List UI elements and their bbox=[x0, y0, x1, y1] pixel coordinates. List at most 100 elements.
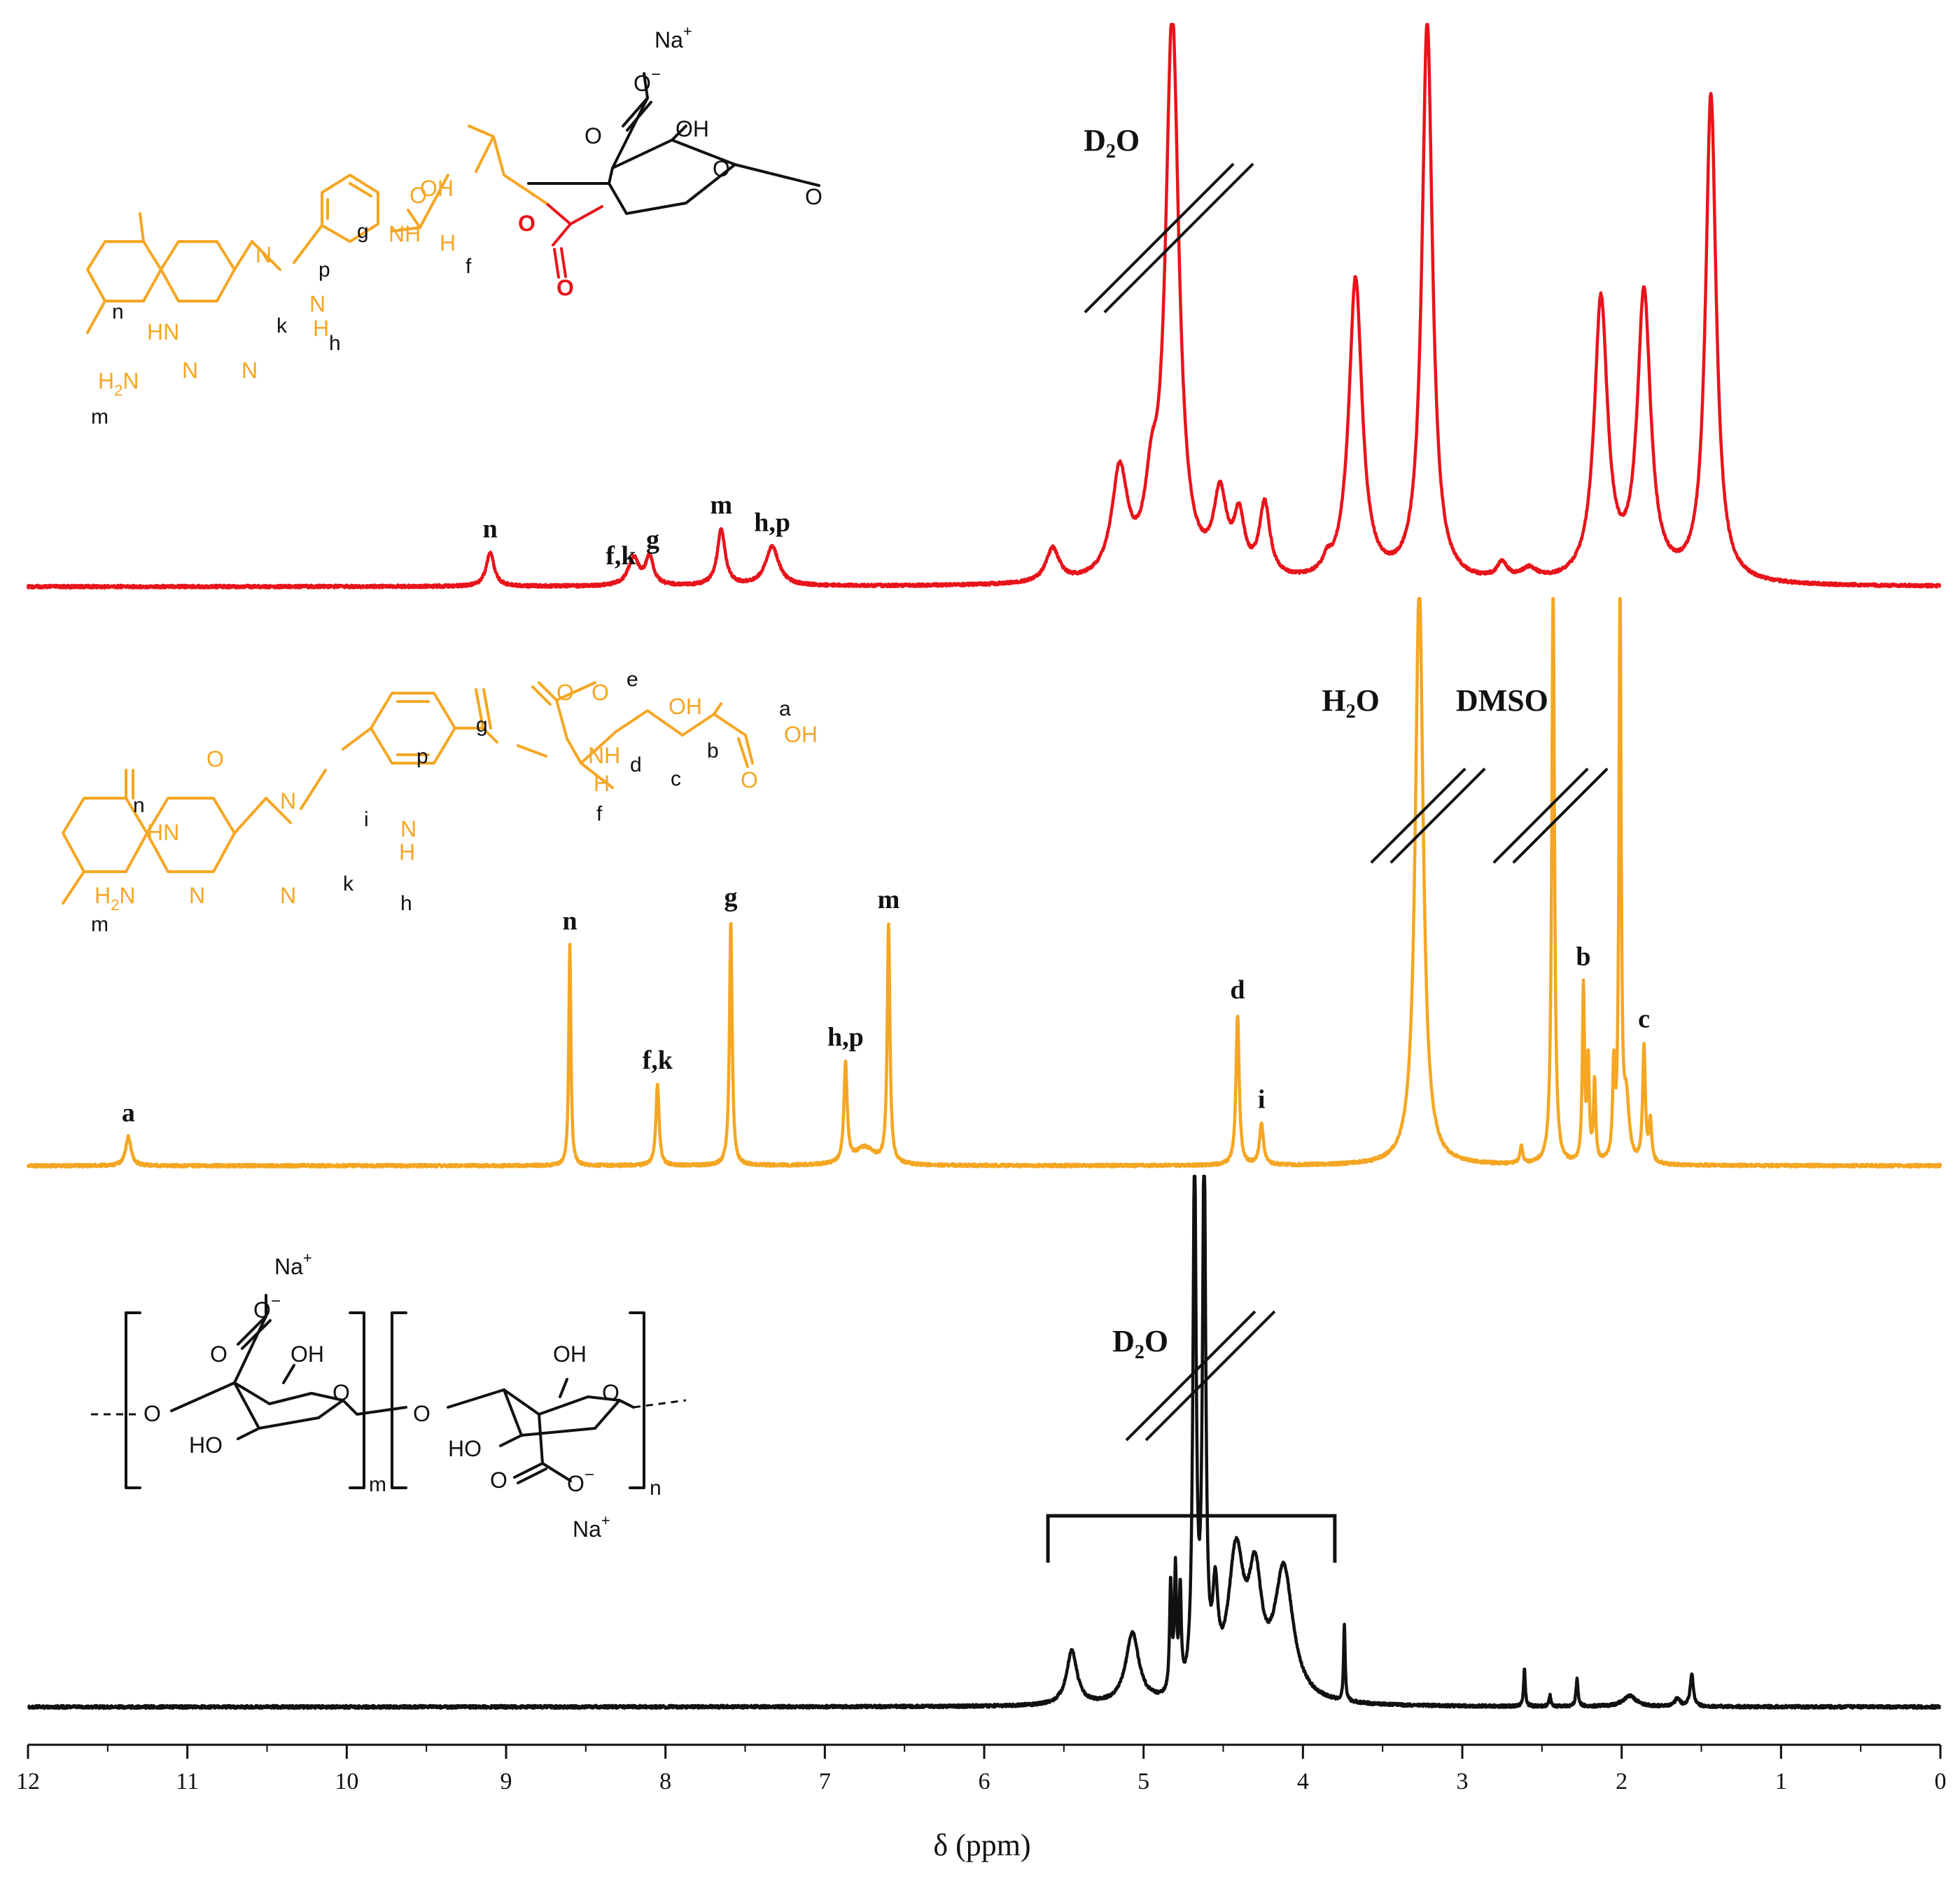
svg-text:O: O bbox=[592, 680, 609, 705]
svg-text:f: f bbox=[465, 255, 472, 278]
spectrum-line-2 bbox=[26, 597, 1942, 1169]
peak-label-1-5: h,p bbox=[754, 508, 790, 537]
svg-text:H2N: H2N bbox=[94, 883, 135, 914]
peak-label-1-4: m bbox=[710, 491, 732, 520]
svg-text:O: O bbox=[741, 767, 758, 793]
svg-text:N: N bbox=[280, 788, 296, 814]
svg-text:HO: HO bbox=[448, 1436, 482, 1461]
x-tick-label-9: 9 bbox=[500, 1769, 512, 1794]
break-mark-4-2 bbox=[1144, 1310, 1276, 1442]
svg-text:O: O bbox=[556, 275, 574, 300]
svg-text:g: g bbox=[476, 713, 488, 737]
svg-text:O: O bbox=[210, 1341, 227, 1367]
spectrum-line-1 bbox=[26, 22, 1942, 590]
solvent-label-dmso-3: DMSO bbox=[1456, 683, 1548, 718]
solvent-label-h2o-2: H2O bbox=[1322, 683, 1379, 723]
svg-text:N: N bbox=[182, 358, 198, 383]
svg-text:b: b bbox=[707, 739, 719, 762]
x-axis: 12 11 10 9 8 7 6 5 4 3 2 1 0 bbox=[16, 1743, 1947, 1794]
x-axis-title: δ (ppm) bbox=[933, 1828, 1030, 1862]
peak-label-2-9: b bbox=[1576, 942, 1590, 971]
svg-text:i: i bbox=[364, 808, 369, 831]
svg-text:g: g bbox=[357, 220, 369, 243]
svg-text:N: N bbox=[189, 883, 205, 908]
peak-label-2-6: m bbox=[878, 885, 900, 914]
x-tick-label-12: 12 bbox=[16, 1769, 40, 1794]
peak-label-1-2: f,k bbox=[606, 541, 636, 571]
peak-label-2-8: i bbox=[1258, 1085, 1266, 1115]
x-tick-label-5: 5 bbox=[1138, 1769, 1149, 1794]
svg-text:N: N bbox=[400, 816, 416, 842]
structure-folate-alginate-conjugate: Na+ O− O OH O O O O OH bbox=[86, 22, 822, 428]
sodium-label: Na+ bbox=[654, 22, 692, 53]
spectra-group bbox=[26, 22, 1942, 1710]
svg-text:O: O bbox=[332, 1380, 350, 1405]
svg-text:O: O bbox=[206, 746, 224, 772]
break-mark-2-1 bbox=[1370, 767, 1466, 864]
peak-label-2-10: c bbox=[1638, 1004, 1650, 1033]
svg-text:k: k bbox=[276, 314, 288, 337]
x-tick-label-6: 6 bbox=[979, 1769, 990, 1794]
svg-text:h: h bbox=[329, 332, 341, 355]
structure-alginate bbox=[91, 1294, 687, 1489]
svg-text:OH: OH bbox=[676, 116, 709, 141]
svg-text:O: O bbox=[413, 1401, 430, 1426]
svg-text:O−: O− bbox=[634, 65, 661, 96]
x-tick-label-8: 8 bbox=[659, 1769, 671, 1794]
x-tick-label-1: 1 bbox=[1775, 1769, 1787, 1794]
svg-text:NH: NH bbox=[588, 743, 620, 768]
svg-text:H2N: H2N bbox=[98, 368, 139, 399]
x-tick-label-7: 7 bbox=[819, 1769, 831, 1794]
svg-text:O: O bbox=[602, 1380, 620, 1405]
svg-text:O−: O− bbox=[567, 1465, 594, 1496]
svg-text:OH: OH bbox=[784, 722, 818, 747]
solvent-label-d2o-4: D2O bbox=[1112, 1324, 1168, 1363]
peak-label-2-1: a bbox=[122, 1099, 135, 1128]
svg-text:HO: HO bbox=[189, 1433, 223, 1458]
svg-text:H: H bbox=[594, 771, 610, 796]
svg-text:m: m bbox=[369, 1473, 386, 1496]
peak-label-2-3: f,k bbox=[643, 1045, 673, 1075]
x-tick-label-4: 4 bbox=[1297, 1769, 1309, 1794]
svg-text:c: c bbox=[671, 767, 681, 790]
peak-label-1-1: n bbox=[483, 515, 498, 544]
svg-text:OH: OH bbox=[668, 694, 702, 719]
svg-text:H: H bbox=[313, 316, 329, 341]
svg-text:O−: O− bbox=[253, 1292, 281, 1323]
peak-label-1-3: g bbox=[646, 525, 659, 555]
break-mark-1-1 bbox=[1084, 162, 1235, 314]
svg-text:d: d bbox=[630, 753, 642, 776]
svg-text:NH: NH bbox=[388, 221, 421, 246]
svg-text:f: f bbox=[596, 802, 603, 825]
svg-text:O: O bbox=[518, 211, 536, 236]
svg-text:O: O bbox=[410, 183, 427, 208]
svg-text:m: m bbox=[91, 405, 108, 428]
svg-text:HN: HN bbox=[147, 820, 179, 845]
peak-label-2-7: d bbox=[1230, 975, 1245, 1005]
break-mark-3-1 bbox=[1492, 767, 1589, 864]
svg-text:OH: OH bbox=[553, 1341, 587, 1367]
x-tick-label-2: 2 bbox=[1616, 1769, 1628, 1794]
sugar-chain-bond bbox=[527, 139, 820, 187]
solvent-annotations-group: D2O H2O DMSO D2O bbox=[1046, 123, 1609, 1563]
svg-text:n: n bbox=[112, 300, 124, 323]
svg-text:N: N bbox=[309, 291, 326, 316]
peak-label-2-4: g bbox=[724, 883, 738, 912]
svg-text:n: n bbox=[650, 1477, 662, 1500]
x-tick-label-10: 10 bbox=[335, 1769, 358, 1794]
svg-text:p: p bbox=[318, 258, 330, 281]
peak-label-2-2: n bbox=[563, 906, 578, 935]
svg-text:h: h bbox=[400, 892, 412, 915]
x-tick-label-3: 3 bbox=[1457, 1769, 1469, 1794]
break-mark-4-1 bbox=[1125, 1310, 1256, 1442]
x-tick-label-0: 0 bbox=[1935, 1769, 1947, 1794]
structure-folic-acid: e OH O a OH b O d c NH H f O p g i N H h… bbox=[62, 668, 818, 936]
break-mark-1-2 bbox=[1103, 162, 1254, 314]
svg-text:O: O bbox=[805, 184, 822, 209]
svg-text:p: p bbox=[416, 745, 428, 768]
svg-text:O: O bbox=[713, 156, 730, 181]
svg-text:Na+: Na+ bbox=[573, 1512, 610, 1542]
svg-text:m: m bbox=[91, 913, 108, 936]
solvent-label-d2o-1: D2O bbox=[1084, 123, 1140, 162]
